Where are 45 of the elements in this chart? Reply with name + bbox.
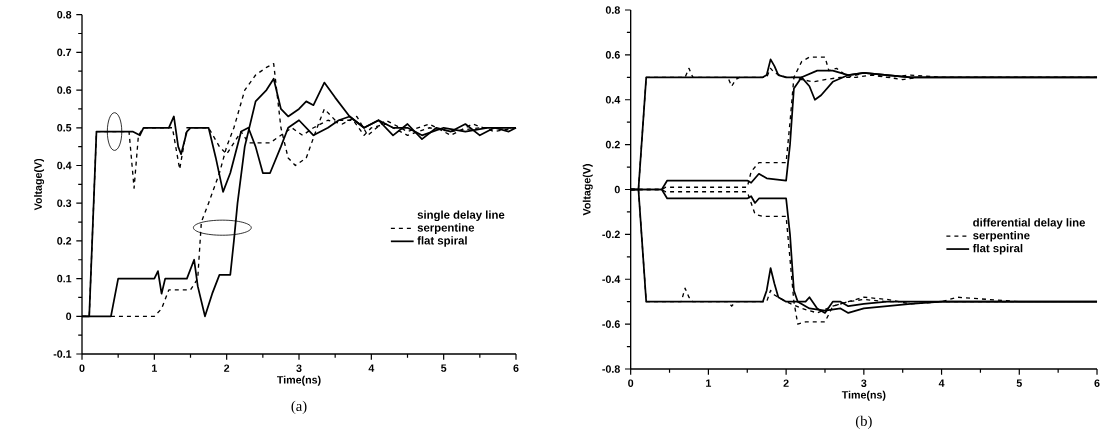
y-tick-label: 0.5 <box>57 124 72 132</box>
y-axis-title: Voltage(V) <box>34 158 45 211</box>
y-axis-title: Voltage(V) <box>582 164 593 216</box>
x-tick-label: 4 <box>938 379 945 387</box>
y-tick-label: 0.4 <box>605 95 621 104</box>
legend-title: differential delay line <box>973 218 1086 229</box>
y-tick-label: 0.6 <box>57 86 72 94</box>
y-tick-label: -0.2 <box>602 230 620 239</box>
y-tick-label: -0.1 <box>53 350 72 358</box>
y-tick-label: 0 <box>66 312 72 321</box>
x-tick-label: 0 <box>628 379 634 387</box>
y-tick-label: 0.2 <box>605 140 620 149</box>
y-tick-label: -0.6 <box>602 320 620 328</box>
x-tick-label: 3 <box>296 364 302 372</box>
x-axis-title: Time(ns) <box>277 375 321 386</box>
x-tick-label: 2 <box>783 379 789 387</box>
y-tick-label: 0.8 <box>57 10 72 19</box>
x-tick-label: 5 <box>441 364 447 372</box>
x-tick-label: 0 <box>79 364 85 372</box>
legend-label: serpentine <box>973 231 1030 242</box>
legend-label: flat spiral <box>417 236 467 247</box>
x-tick-label: 1 <box>152 364 157 372</box>
x-tick-label: 2 <box>224 364 230 372</box>
y-tick-label: 0.7 <box>57 48 72 57</box>
legend-label: flat spiral <box>972 243 1023 255</box>
x-tick-label: 3 <box>861 379 867 387</box>
y-tick-label: 0.4 <box>57 161 72 170</box>
y-tick-label: 0 <box>614 185 620 194</box>
x-tick-label: 6 <box>513 364 519 372</box>
y-tick-label: 0.1 <box>57 274 72 283</box>
y-tick-label: -0.8 <box>602 365 620 373</box>
y-tick-label: -0.4 <box>602 275 621 284</box>
text: (b) <box>855 415 872 429</box>
x-axis-title: Time(ns) <box>841 390 886 401</box>
x-tick-label: 5 <box>1016 379 1022 387</box>
y-tick-label: 0.6 <box>605 51 620 59</box>
y-tick-label: 0.2 <box>57 237 72 245</box>
legend-label: serpentine <box>417 223 475 234</box>
text: (a) <box>291 400 307 414</box>
x-tick-label: 6 <box>1094 379 1100 387</box>
legend-title: single delay line <box>417 210 505 222</box>
x-tick-label: 4 <box>368 364 375 372</box>
y-tick-label: 0.3 <box>57 199 72 207</box>
y-tick-label: 0.8 <box>605 6 620 14</box>
x-tick-label: 1 <box>706 379 712 387</box>
